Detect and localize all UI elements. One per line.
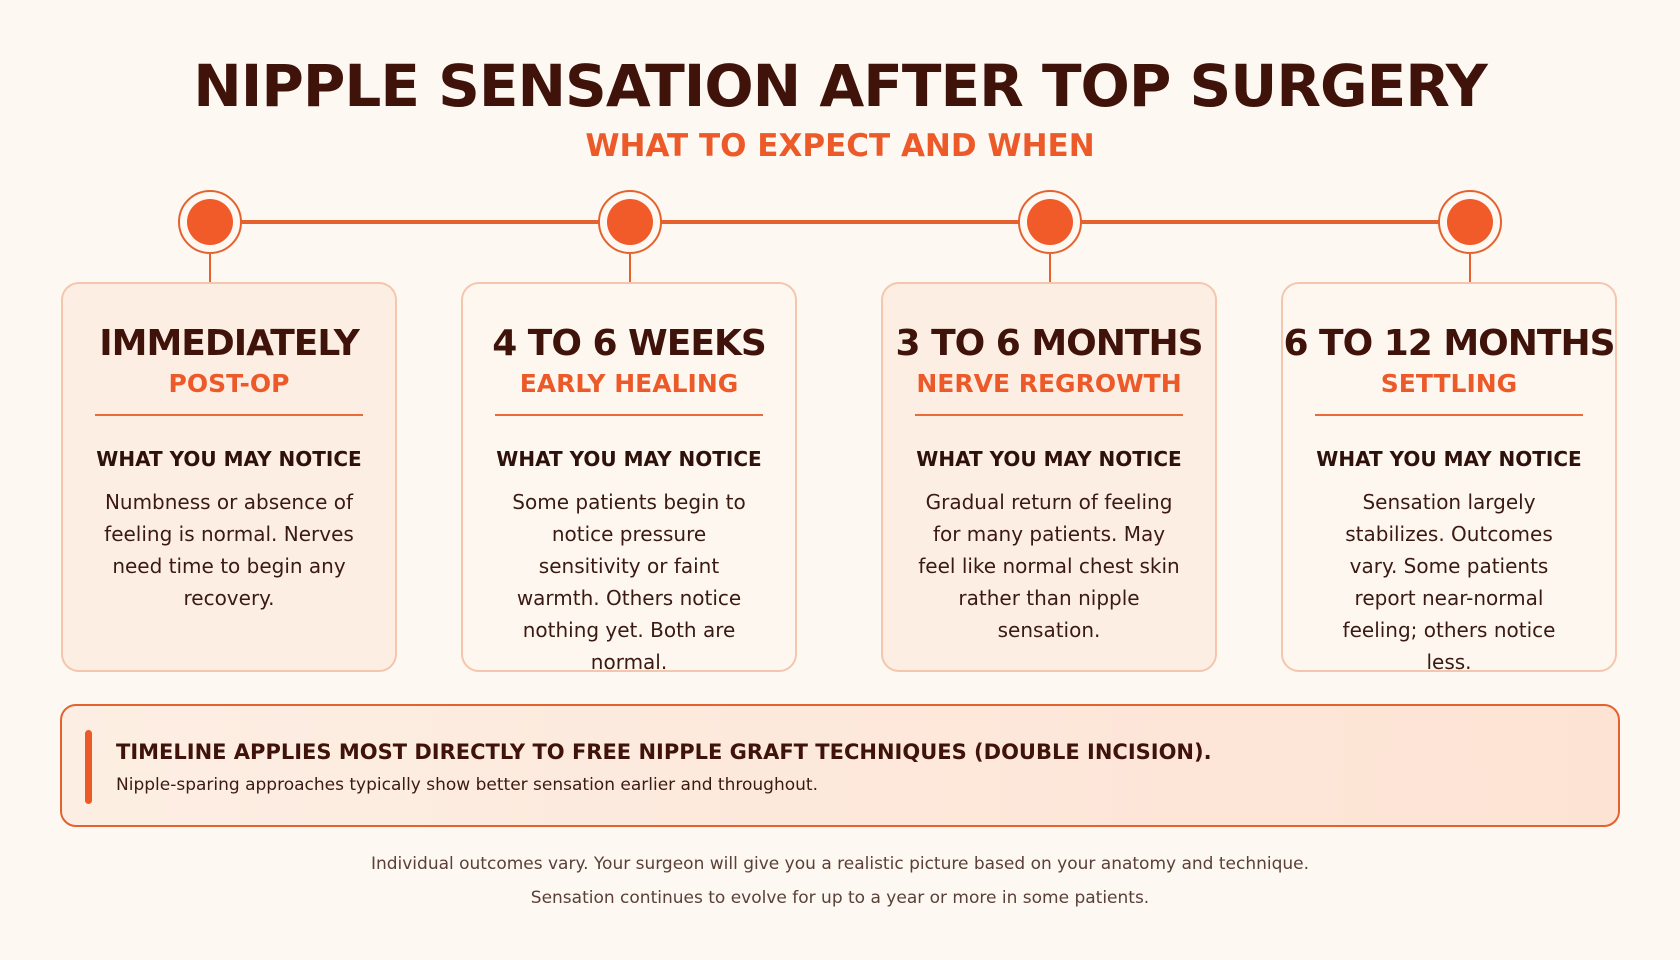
stage-label: SETTLING xyxy=(1380,369,1518,398)
stage-label: POST-OP xyxy=(168,369,290,398)
timeline-node-3 xyxy=(1018,190,1082,254)
timeline-stem-2 xyxy=(629,254,631,283)
footer-line-2: Sensation continues to evolve for up to … xyxy=(530,888,1150,908)
timeline-node-4 xyxy=(1438,190,1502,254)
stage-card-4-to-6-weeks: 4 TO 6 WEEKS EARLY HEALING WHAT YOU MAY … xyxy=(461,282,797,674)
timeline-node-2 xyxy=(598,190,662,254)
stage-label: NERVE REGROWTH xyxy=(916,369,1182,398)
note-title: TIMELINE APPLIES MOST DIRECTLY TO FREE N… xyxy=(116,740,1212,764)
stage-divider xyxy=(95,414,363,416)
stage-description: Sensation largely stabilizes. Outcomes v… xyxy=(1342,490,1556,674)
timeline-stem-4 xyxy=(1469,254,1471,283)
stage-phase: IMMEDIATELY xyxy=(99,323,360,364)
stage-phase: 3 TO 6 MONTHS xyxy=(895,323,1203,364)
stage-phase: 4 TO 6 WEEKS xyxy=(492,323,767,364)
note-accent-bar xyxy=(85,730,92,804)
stage-description: Some patients begin to notice pressure s… xyxy=(512,490,746,674)
stage-divider xyxy=(495,414,763,416)
stage-label: EARLY HEALING xyxy=(519,369,739,398)
stage-divider xyxy=(1315,414,1583,416)
stage-description: Gradual return of feeling for many patie… xyxy=(918,490,1180,642)
stage-notice-heading: WHAT YOU MAY NOTICE xyxy=(916,447,1182,471)
note-body: Nipple-sparing approaches typically show… xyxy=(116,775,818,795)
stage-card-3-to-6-months: 3 TO 6 MONTHS NERVE REGROWTH WHAT YOU MA… xyxy=(881,282,1217,672)
timeline-line xyxy=(210,220,1470,224)
timeline-node-1 xyxy=(178,190,242,254)
stage-divider xyxy=(915,414,1183,416)
stage-card-6-to-12-months: 6 TO 12 MONTHS SETTLING WHAT YOU MAY NOT… xyxy=(1281,282,1617,674)
footer-line-1: Individual outcomes vary. Your surgeon w… xyxy=(370,854,1310,874)
timeline-stem-3 xyxy=(1049,254,1051,283)
stage-phase: 6 TO 12 MONTHS xyxy=(1283,323,1615,364)
timeline-stem-1 xyxy=(209,254,211,283)
stage-notice-heading: WHAT YOU MAY NOTICE xyxy=(496,447,762,471)
stage-card-immediately: IMMEDIATELY POST-OP WHAT YOU MAY NOTICE … xyxy=(61,282,397,672)
stage-notice-heading: WHAT YOU MAY NOTICE xyxy=(1316,447,1582,471)
page-subtitle: WHAT TO EXPECT AND WHEN xyxy=(585,128,1095,164)
stage-description: Numbness or absence of feeling is normal… xyxy=(104,490,354,610)
stage-notice-heading: WHAT YOU MAY NOTICE xyxy=(96,447,362,471)
page-title: NIPPLE SENSATION AFTER TOP SURGERY xyxy=(193,52,1488,120)
technique-note: TIMELINE APPLIES MOST DIRECTLY TO FREE N… xyxy=(60,704,1620,827)
